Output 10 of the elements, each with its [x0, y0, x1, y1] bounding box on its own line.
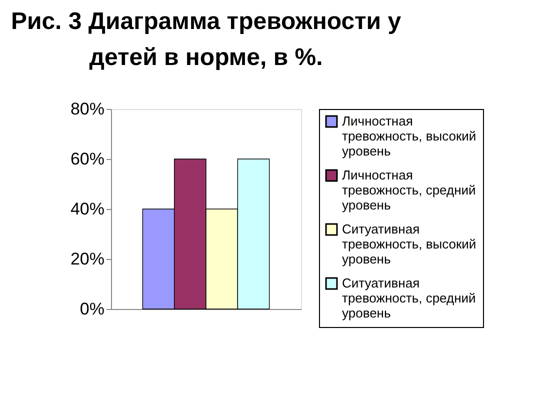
legend-label: Личностная тревожность, средний уровень [342, 168, 476, 212]
chart-title: Рис. 3 Диаграмма тревожности у детей в норме, в %. [10, 8, 402, 71]
y-tick-label: 60% [70, 150, 104, 168]
y-tick-label: 0% [80, 300, 104, 318]
y-tick-label: 40% [70, 200, 104, 218]
legend-label: Ситуативная тревожность, средний уровень [342, 276, 476, 320]
legend-label: Личностная тревожность, высокий уровень [342, 114, 476, 158]
y-tick-label: 20% [70, 250, 104, 268]
legend-label: Ситуативная тревожность, высокий уровень [342, 222, 476, 266]
y-tick-label: 80% [70, 100, 104, 118]
